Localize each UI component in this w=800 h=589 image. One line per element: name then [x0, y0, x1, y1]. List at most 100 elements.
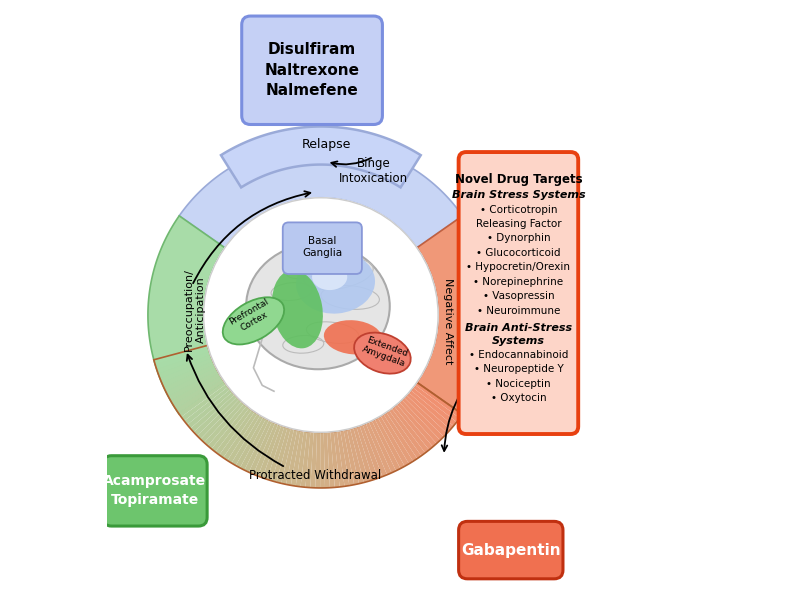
Polygon shape	[219, 410, 254, 458]
Polygon shape	[315, 432, 320, 488]
Polygon shape	[211, 406, 250, 452]
FancyBboxPatch shape	[282, 223, 362, 274]
Polygon shape	[411, 388, 457, 426]
FancyBboxPatch shape	[485, 301, 520, 393]
Polygon shape	[208, 403, 246, 449]
Polygon shape	[197, 397, 239, 439]
Text: • Vasopressin: • Vasopressin	[482, 291, 554, 301]
Polygon shape	[366, 422, 391, 475]
Text: • Nociceptin: • Nociceptin	[486, 379, 550, 389]
Polygon shape	[258, 424, 282, 478]
Polygon shape	[249, 422, 275, 474]
Polygon shape	[372, 419, 400, 471]
Polygon shape	[320, 432, 325, 488]
Polygon shape	[162, 361, 214, 388]
Polygon shape	[190, 392, 234, 432]
Text: Gabapentin: Gabapentin	[461, 542, 561, 558]
Ellipse shape	[222, 297, 284, 345]
Polygon shape	[179, 142, 462, 248]
Polygon shape	[350, 428, 369, 482]
Polygon shape	[402, 398, 444, 440]
Polygon shape	[201, 399, 242, 442]
FancyBboxPatch shape	[458, 152, 578, 434]
Polygon shape	[204, 402, 244, 446]
Polygon shape	[340, 430, 354, 485]
Text: • Neuropeptide Y: • Neuropeptide Y	[474, 364, 563, 374]
Text: • Oxytocin: • Oxytocin	[490, 393, 546, 403]
Polygon shape	[267, 426, 287, 481]
Polygon shape	[155, 349, 210, 369]
Polygon shape	[399, 400, 440, 444]
Polygon shape	[166, 367, 218, 396]
FancyBboxPatch shape	[242, 16, 382, 124]
Text: Protracted Withdrawal: Protracted Withdrawal	[249, 469, 381, 482]
Polygon shape	[374, 418, 405, 469]
Polygon shape	[215, 408, 252, 455]
Text: Acute
Withdrawal: Acute Withdrawal	[492, 320, 514, 375]
Polygon shape	[392, 406, 429, 453]
Polygon shape	[356, 426, 378, 480]
Polygon shape	[397, 402, 437, 447]
Polygon shape	[272, 428, 290, 482]
Polygon shape	[383, 412, 418, 461]
Text: • Neuroimmune: • Neuroimmune	[477, 306, 560, 316]
Polygon shape	[409, 390, 454, 429]
Polygon shape	[406, 393, 450, 434]
Polygon shape	[386, 411, 422, 459]
Polygon shape	[310, 432, 317, 488]
Polygon shape	[148, 216, 225, 414]
Text: Withdrawal/
Negative Affect: Withdrawal/ Negative Affect	[443, 277, 465, 364]
Text: Preoccupation/
Anticipation: Preoccupation/ Anticipation	[184, 268, 206, 350]
FancyBboxPatch shape	[458, 521, 563, 579]
FancyBboxPatch shape	[102, 456, 207, 526]
Polygon shape	[417, 216, 494, 414]
Ellipse shape	[354, 333, 410, 373]
Polygon shape	[164, 364, 216, 392]
Polygon shape	[168, 370, 219, 401]
Polygon shape	[334, 431, 345, 487]
Polygon shape	[157, 352, 210, 374]
Polygon shape	[413, 385, 460, 422]
Text: Extended
Amygdala: Extended Amygdala	[361, 335, 410, 369]
Text: Novel Drug Targets: Novel Drug Targets	[454, 173, 582, 186]
Polygon shape	[282, 429, 298, 484]
Text: • Corticotropin: • Corticotropin	[480, 204, 557, 214]
Polygon shape	[330, 432, 340, 487]
Polygon shape	[170, 373, 221, 405]
Ellipse shape	[272, 270, 323, 348]
Polygon shape	[353, 427, 374, 481]
Text: Disulfiram
Naltrexone
Nalmefene: Disulfiram Naltrexone Nalmefene	[265, 42, 359, 98]
Polygon shape	[176, 379, 224, 413]
Polygon shape	[262, 425, 284, 479]
Polygon shape	[394, 404, 433, 450]
Polygon shape	[221, 127, 421, 187]
Text: • Norepinephrine: • Norepinephrine	[474, 277, 563, 287]
Text: • Dynorphin: • Dynorphin	[486, 233, 550, 243]
Polygon shape	[187, 389, 232, 428]
Text: Brain Anti-Stress
Systems: Brain Anti-Stress Systems	[465, 323, 572, 346]
Text: Relapse: Relapse	[302, 138, 351, 151]
Polygon shape	[369, 421, 396, 473]
Text: Binge
Intoxication: Binge Intoxication	[339, 157, 408, 186]
Polygon shape	[181, 384, 228, 421]
Polygon shape	[184, 387, 230, 425]
Polygon shape	[160, 358, 213, 383]
Polygon shape	[359, 425, 382, 478]
Polygon shape	[244, 420, 272, 472]
Polygon shape	[277, 428, 294, 484]
Polygon shape	[194, 395, 237, 436]
Ellipse shape	[246, 243, 390, 369]
Polygon shape	[223, 412, 258, 461]
Ellipse shape	[312, 264, 347, 290]
Polygon shape	[404, 395, 447, 437]
Polygon shape	[389, 409, 426, 456]
Polygon shape	[227, 413, 260, 463]
Polygon shape	[362, 423, 387, 477]
Polygon shape	[254, 423, 278, 476]
Polygon shape	[378, 416, 409, 466]
Polygon shape	[306, 432, 314, 488]
Polygon shape	[296, 431, 307, 487]
Polygon shape	[240, 419, 269, 470]
Text: • Hypocretin/Orexin: • Hypocretin/Orexin	[466, 262, 570, 272]
Polygon shape	[301, 432, 310, 487]
